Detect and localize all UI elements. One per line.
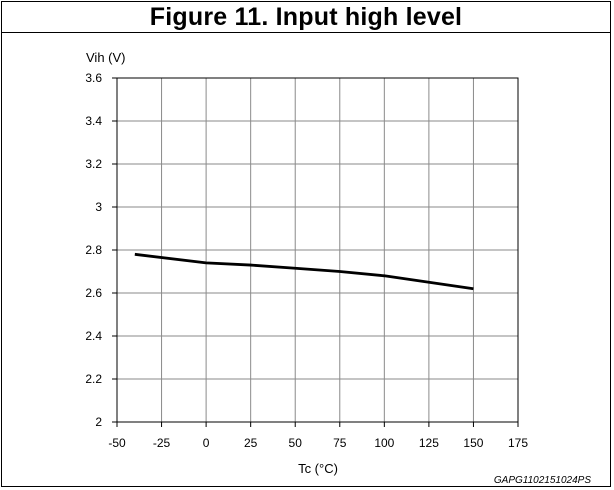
y-tick-label: 2.6: [85, 286, 102, 300]
grid: [116, 77, 519, 423]
title-band: Figure 11. Input high level: [2, 2, 610, 33]
y-tick-label: 2.4: [85, 329, 102, 343]
series-group: [134, 252, 474, 291]
plot-area-border: [116, 77, 519, 423]
x-axis-label: Tc (°C): [298, 461, 338, 476]
y-tick-label: 2.8: [85, 243, 102, 257]
x-tick-label: 25: [244, 436, 258, 450]
y-axis-label: Vih (V): [86, 50, 126, 65]
y-tick-label: 2: [95, 415, 102, 429]
y-tick-label: 3: [95, 200, 102, 214]
x-tick-label: -25: [153, 436, 171, 450]
x-tick-label: 0: [203, 436, 210, 450]
y-tick-label: 3.6: [85, 71, 102, 85]
x-tick-label: 175: [508, 436, 528, 450]
figure-code: GAPG1102151024PS: [494, 475, 591, 486]
y-tick-label: 3.2: [85, 157, 102, 171]
x-tick-labels: -50 -25 0 25 50 75 100 125 150 175: [108, 436, 528, 450]
y-tick-labels: 2 2.2 2.4 2.6 2.8 3 3.2 3.4 3.6: [85, 71, 102, 429]
figure-title: Figure 11. Input high level: [149, 2, 463, 31]
x-tick-label: 100: [374, 436, 394, 450]
x-tick-label: 75: [333, 436, 347, 450]
y-tick-label: 3.4: [85, 114, 102, 128]
axes: [112, 77, 519, 427]
x-tick-label: 150: [463, 436, 483, 450]
y-tick-label: 2.2: [85, 372, 102, 386]
x-tick-label: 50: [289, 436, 303, 450]
series-line: [134, 252, 474, 291]
x-tick-label: -50: [108, 436, 126, 450]
x-tick-label: 125: [419, 436, 439, 450]
